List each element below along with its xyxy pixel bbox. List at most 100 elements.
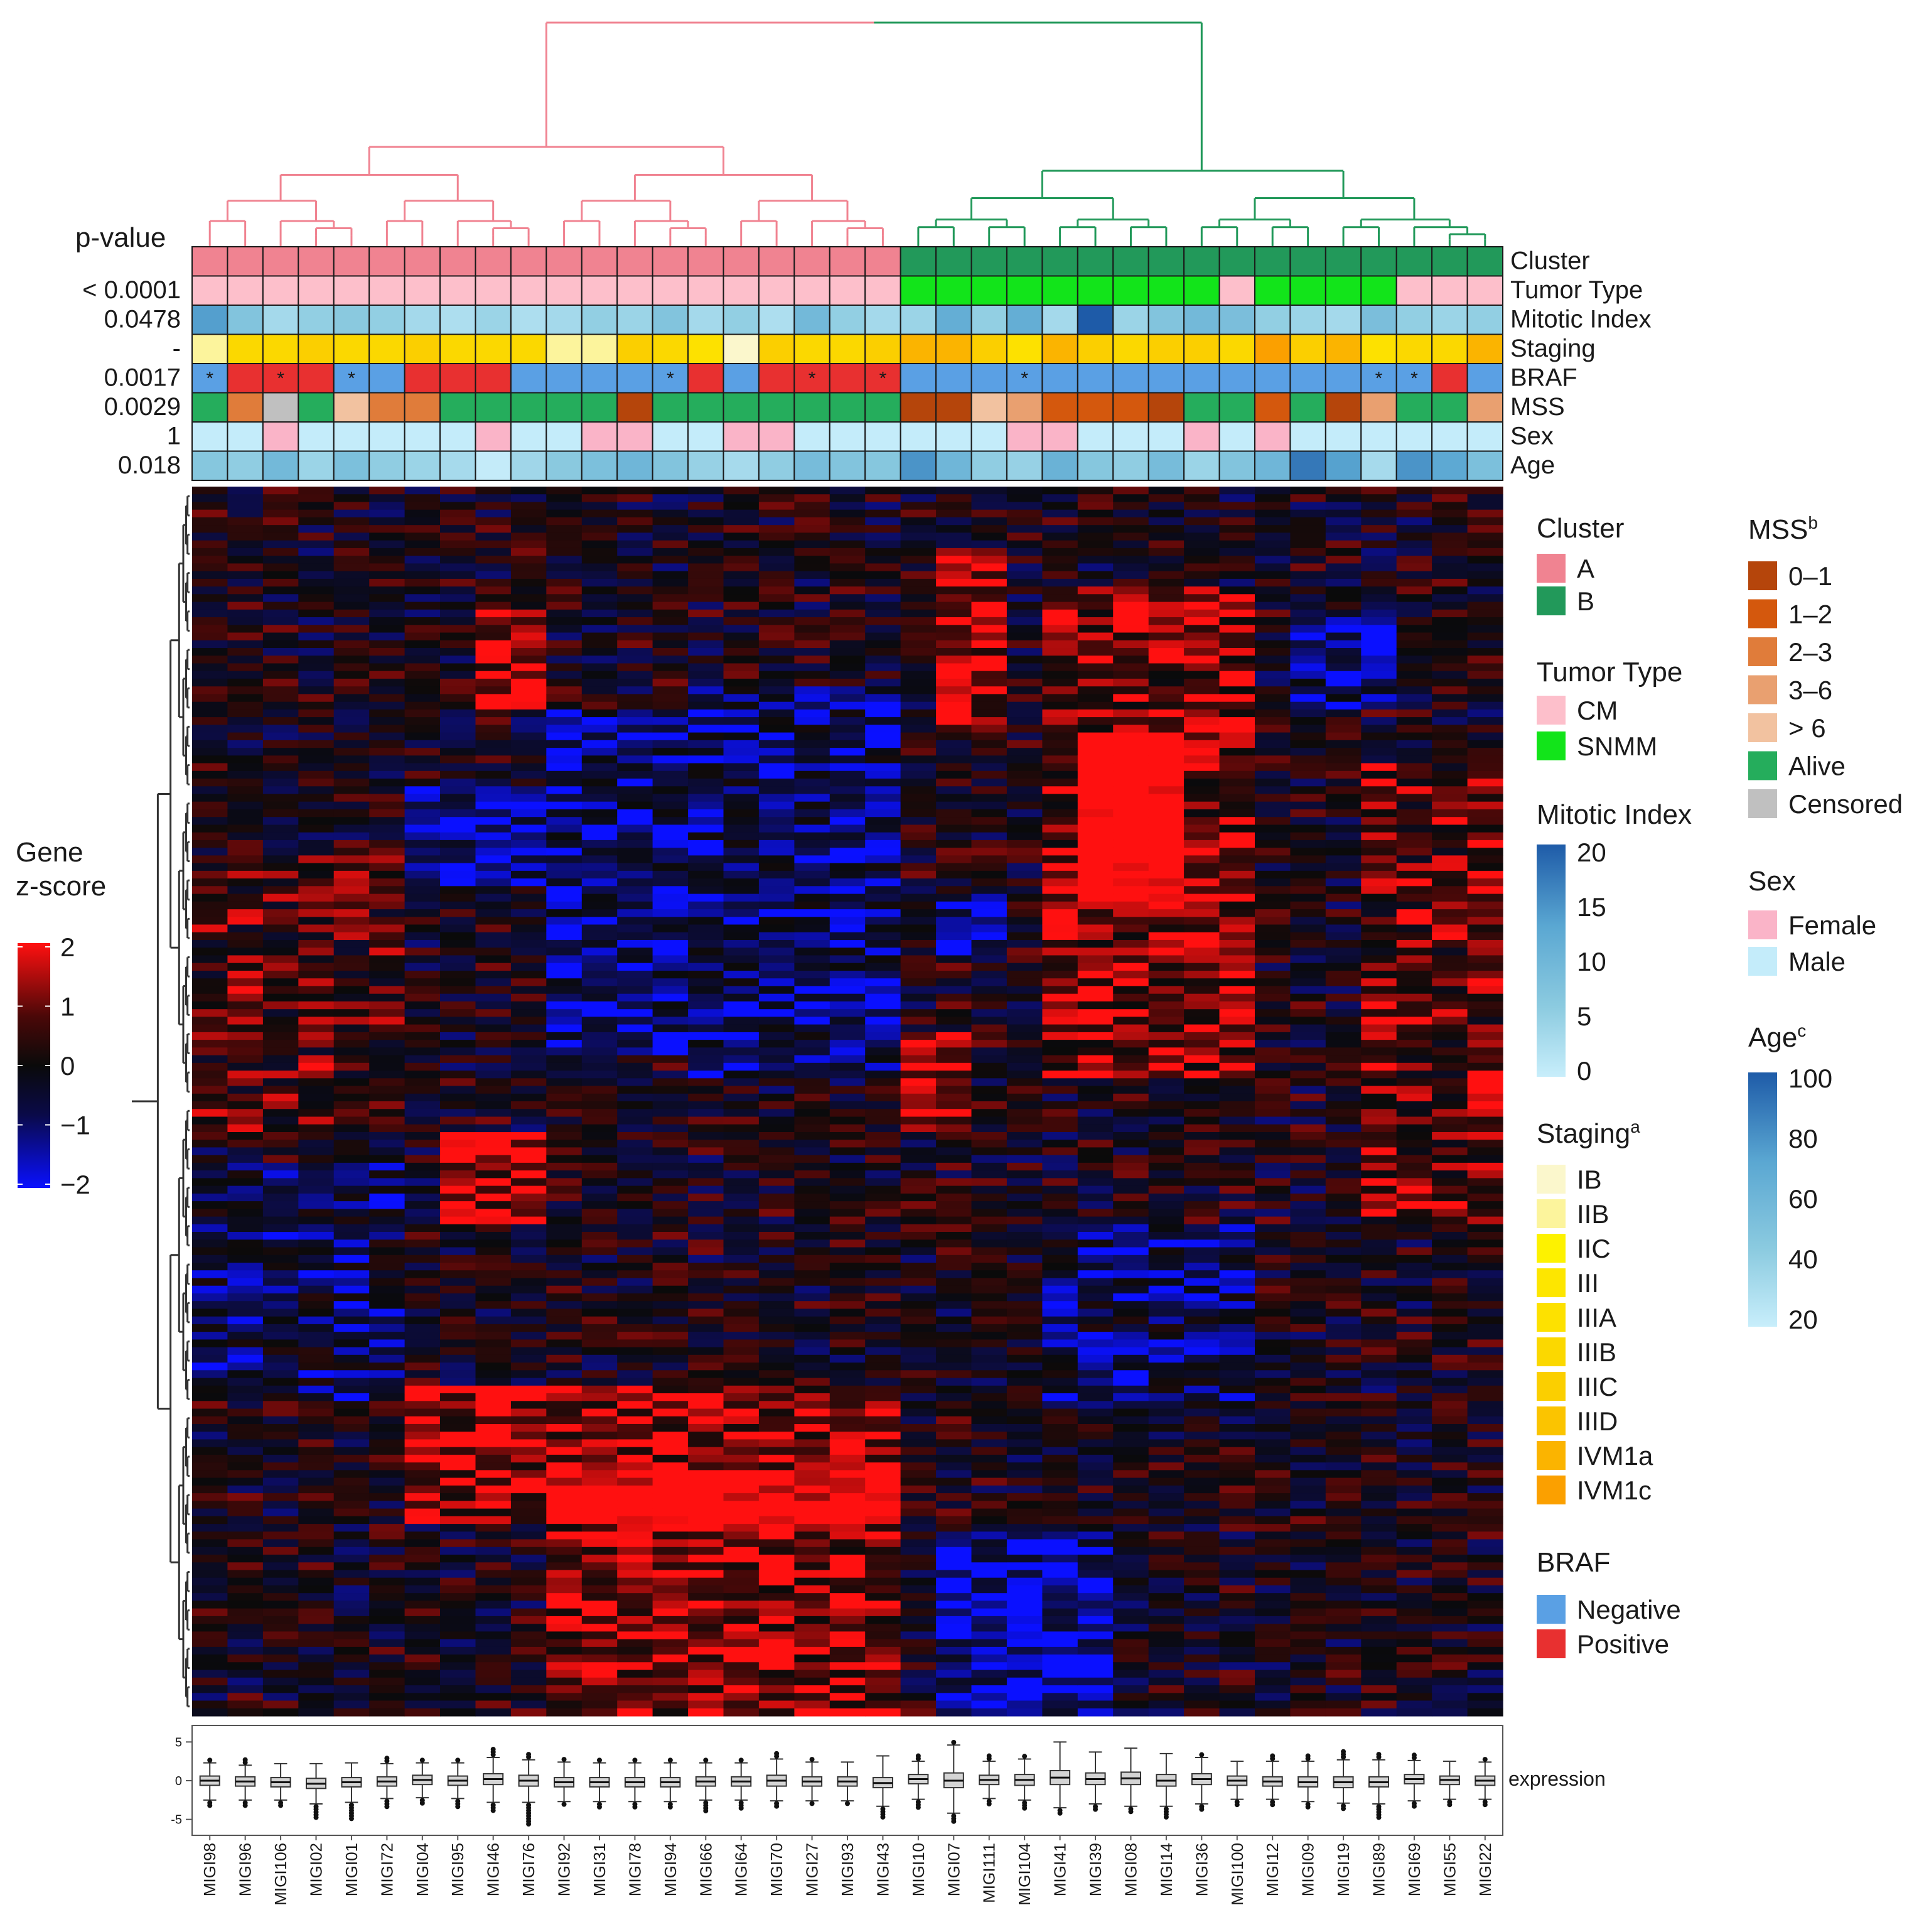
heat-cell <box>546 1700 583 1709</box>
heat-cell <box>333 1439 370 1448</box>
heat-cell <box>758 1193 795 1202</box>
heat-cell <box>192 502 228 510</box>
heat-cell <box>192 656 228 664</box>
annotation-cell <box>333 333 370 364</box>
heat-cell <box>298 963 335 971</box>
heat-cell <box>192 1232 228 1240</box>
heat-cell <box>369 1570 406 1579</box>
heat-cell <box>510 1393 547 1401</box>
heat-cell <box>404 809 441 818</box>
heat-cell <box>440 1162 476 1171</box>
heat-cell <box>262 1309 299 1317</box>
heat-cell <box>581 1447 618 1455</box>
heat-cell <box>1006 1178 1043 1187</box>
heat-cell <box>652 1516 689 1525</box>
heat-cell <box>262 1001 299 1010</box>
heat-cell <box>581 609 618 618</box>
heat-cell <box>723 1432 760 1440</box>
heat-cell <box>581 686 618 694</box>
annotation-cell <box>262 363 299 394</box>
heat-cell <box>617 678 653 687</box>
heat-cell <box>510 1693 547 1702</box>
heat-cell <box>617 817 653 825</box>
heat-cell <box>865 1693 901 1702</box>
heat-cell <box>652 1316 689 1325</box>
heat-cell <box>440 1285 476 1294</box>
heat-cell <box>298 1093 335 1102</box>
heat-cell <box>262 1562 299 1571</box>
heat-cell <box>758 1577 795 1586</box>
heat-cell <box>971 1055 1007 1064</box>
heat-cell <box>794 909 830 917</box>
heat-cell <box>1006 1339 1043 1348</box>
annotation-cell <box>1431 275 1468 306</box>
annotation-cell <box>1077 421 1114 452</box>
heat-cell <box>333 1677 370 1686</box>
heat-cell <box>688 1232 724 1240</box>
heat-cell <box>192 517 228 526</box>
heat-cell <box>688 1086 724 1094</box>
heat-cell <box>475 556 512 564</box>
heat-cell <box>1113 1608 1149 1617</box>
heat-cell <box>652 1570 689 1579</box>
heat-cell <box>865 748 901 756</box>
heat-cell <box>652 1293 689 1302</box>
heat-cell <box>652 1232 689 1240</box>
heat-cell <box>1006 817 1043 825</box>
heat-cell <box>333 1662 370 1671</box>
heat-cell <box>262 1170 299 1179</box>
heat-cell <box>688 1385 724 1394</box>
heat-cell <box>440 947 476 956</box>
heat-cell <box>723 1247 760 1256</box>
heat-cell <box>688 1339 724 1348</box>
heat-cell <box>333 1324 370 1332</box>
heat-cell <box>192 1278 228 1287</box>
heat-cell <box>440 517 476 526</box>
heat-cell <box>404 947 441 956</box>
heat-cell <box>617 617 653 625</box>
heat-cell <box>617 1432 653 1440</box>
heat-cell <box>723 1646 760 1655</box>
heat-cell <box>404 878 441 887</box>
heat-cell <box>475 1263 512 1271</box>
heat-cell <box>971 1071 1007 1079</box>
heat-cell <box>404 625 441 634</box>
annotation-cell <box>652 421 689 452</box>
heat-cell <box>971 986 1007 995</box>
heat-cell <box>794 1193 830 1202</box>
track-pvalue: 0.0017 <box>104 364 181 391</box>
heat-cell <box>1113 1093 1149 1102</box>
heat-cell <box>829 748 866 756</box>
heat-cell <box>333 1546 370 1555</box>
heat-cell <box>688 1654 724 1663</box>
heat-cell <box>227 1293 264 1302</box>
heat-cell <box>971 1524 1007 1532</box>
heat-cell <box>581 1354 618 1363</box>
heat-cell <box>617 1646 653 1655</box>
heat-cell <box>298 1232 335 1240</box>
heat-cell <box>298 1047 335 1056</box>
annotation-cell <box>475 305 512 335</box>
heat-cell <box>440 794 476 802</box>
heat-cell <box>758 1447 795 1455</box>
heat-cell <box>546 625 583 634</box>
heat-cell <box>227 786 264 795</box>
heat-cell <box>794 1454 830 1463</box>
heat-cell <box>369 1424 406 1432</box>
heat-cell <box>369 1078 406 1087</box>
heat-cell <box>369 1493 406 1501</box>
heat-cell <box>404 924 441 933</box>
heat-cell <box>1077 924 1114 933</box>
heat-cell <box>1042 548 1078 556</box>
heat-cell <box>971 548 1007 556</box>
heat-cell <box>1006 540 1043 549</box>
heat-cell <box>688 1408 724 1417</box>
heat-cell <box>758 1009 795 1017</box>
heat-cell <box>1006 855 1043 864</box>
heat-cell <box>688 1116 724 1125</box>
heat-cell <box>369 732 406 741</box>
heat-cell <box>865 571 901 580</box>
heat-cell <box>900 955 937 964</box>
annotation-cell <box>935 392 972 423</box>
annotation-cell <box>191 450 228 481</box>
